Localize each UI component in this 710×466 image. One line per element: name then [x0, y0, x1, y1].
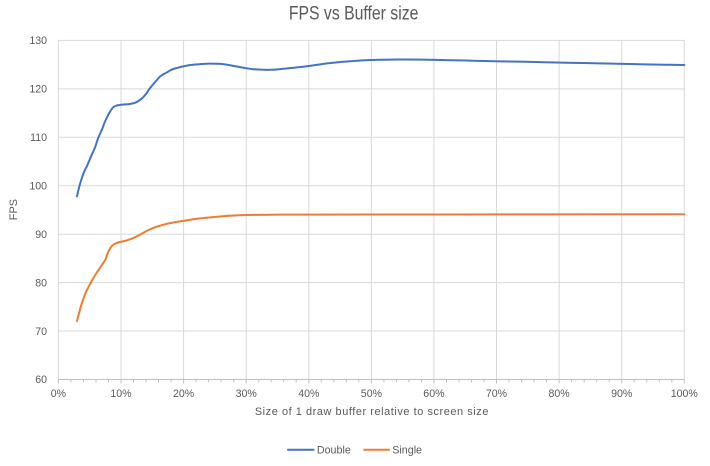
svg-text:90%: 90% — [611, 388, 633, 400]
svg-text:FPS vs Buffer size: FPS vs Buffer size — [289, 2, 419, 24]
svg-text:70%: 70% — [486, 388, 508, 400]
svg-text:60%: 60% — [423, 388, 445, 400]
svg-text:Double: Double — [317, 444, 351, 456]
svg-text:70: 70 — [35, 326, 47, 338]
svg-text:10%: 10% — [110, 388, 132, 400]
svg-text:80%: 80% — [548, 388, 570, 400]
svg-text:50%: 50% — [361, 388, 383, 400]
svg-text:Single: Single — [392, 444, 422, 456]
svg-text:60: 60 — [35, 374, 47, 386]
svg-text:Size of 1 draw buffer relative: Size of 1 draw buffer relative to screen… — [255, 406, 489, 418]
svg-text:100: 100 — [29, 180, 47, 192]
svg-text:20%: 20% — [173, 388, 195, 400]
svg-text:40%: 40% — [298, 388, 320, 400]
svg-text:30%: 30% — [236, 388, 258, 400]
svg-text:130: 130 — [29, 35, 47, 47]
svg-text:110: 110 — [30, 132, 47, 144]
svg-text:80: 80 — [35, 277, 47, 289]
svg-text:120: 120 — [29, 84, 47, 96]
svg-text:FPS: FPS — [8, 199, 20, 220]
svg-text:0%: 0% — [51, 388, 67, 400]
svg-text:90: 90 — [35, 229, 47, 241]
svg-text:100%: 100% — [671, 388, 699, 400]
